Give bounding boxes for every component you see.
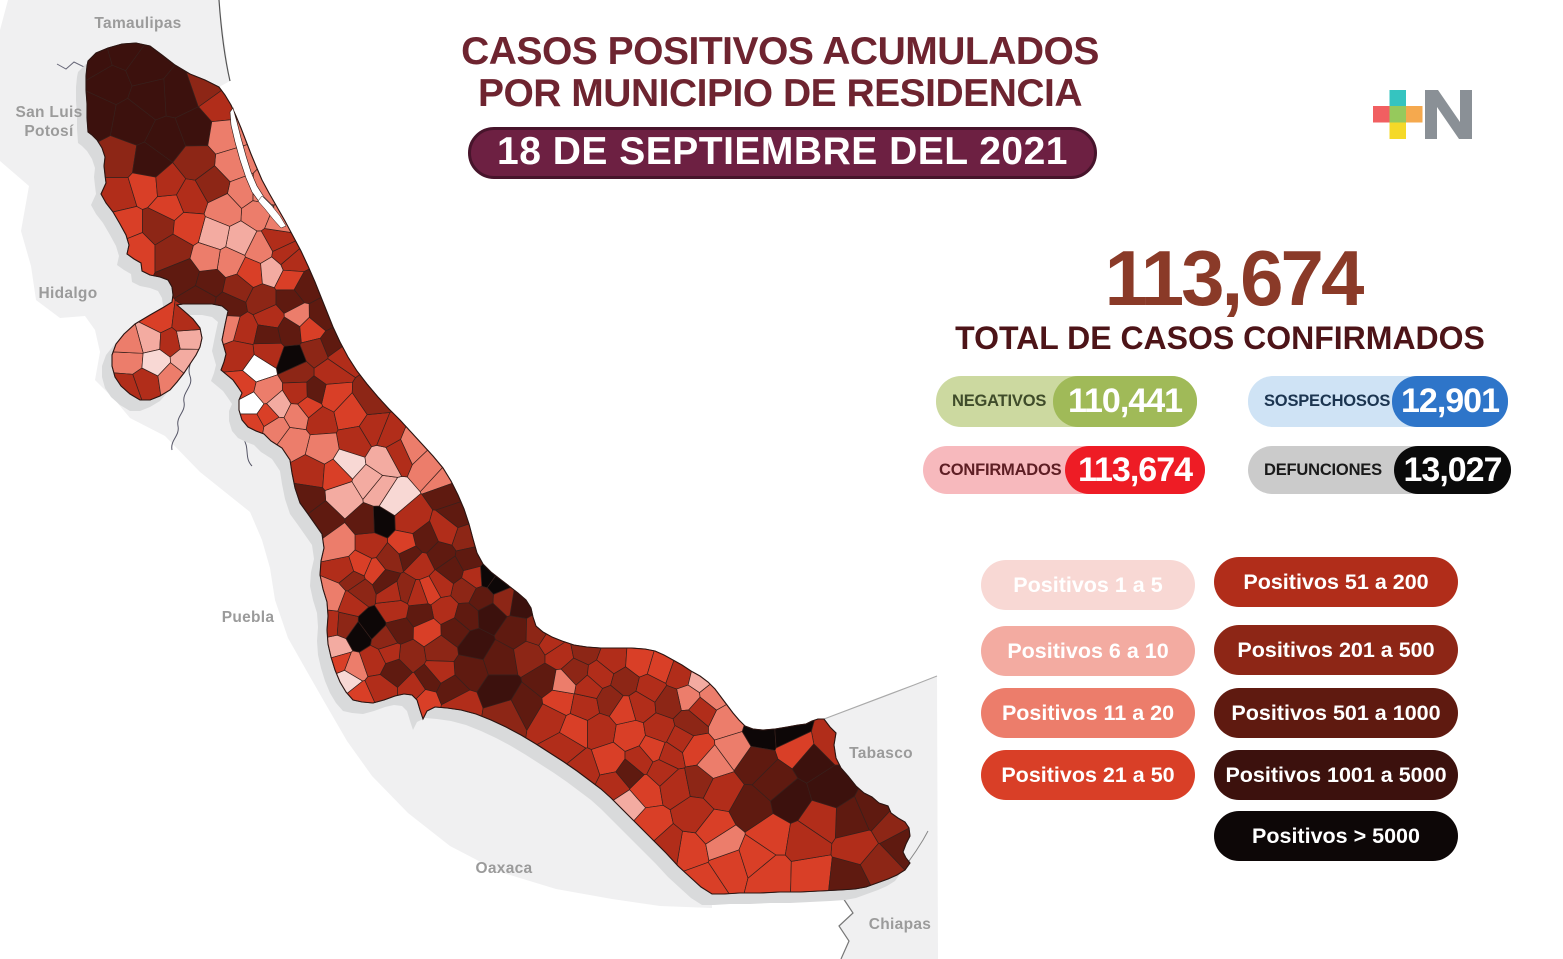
svg-text:Tabasco: Tabasco (849, 745, 913, 762)
svg-text:Hidalgo: Hidalgo (39, 285, 98, 302)
svg-text:Puebla: Puebla (222, 609, 275, 626)
svg-text:Oaxaca: Oaxaca (476, 860, 533, 877)
svg-text:San Luis: San Luis (16, 104, 83, 121)
svg-text:Tamaulipas: Tamaulipas (94, 15, 181, 32)
svg-text:Chiapas: Chiapas (869, 916, 931, 933)
svg-text:Potosí: Potosí (24, 123, 74, 140)
